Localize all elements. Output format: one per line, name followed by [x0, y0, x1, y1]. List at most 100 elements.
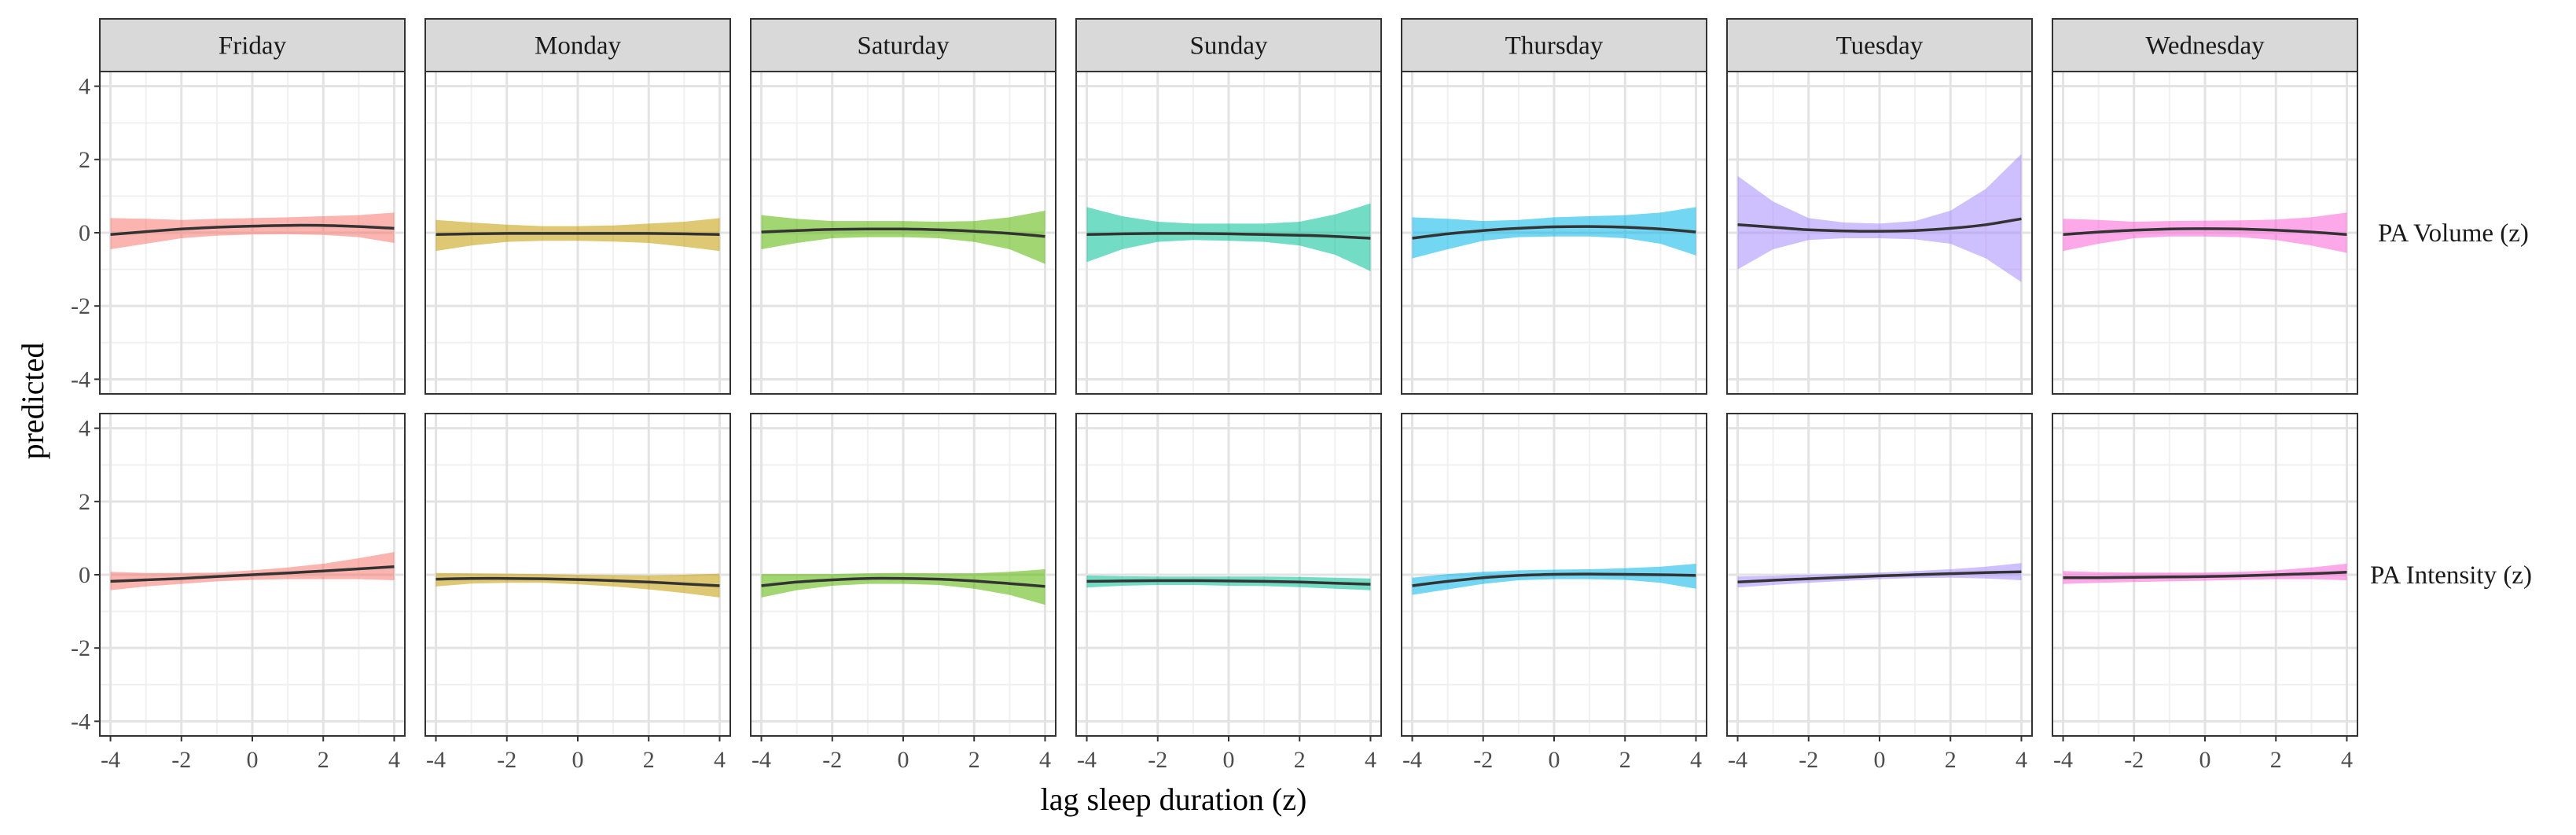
panel-monday-0 [424, 71, 731, 395]
x-tick-label: 0 [247, 747, 259, 773]
confidence-ribbon [761, 211, 1045, 264]
x-tick-label: 0 [572, 747, 584, 773]
x-tick-label: -4 [2053, 747, 2073, 773]
x-tick-label: -4 [426, 747, 446, 773]
x-tick-label: 4 [1365, 747, 1376, 773]
confidence-ribbon [1412, 207, 1696, 259]
y-tick-label: 0 [79, 220, 90, 246]
row-label-0: PA Volume (z) [2378, 219, 2529, 248]
y-tick-label: 2 [79, 489, 90, 515]
x-tick-label: 4 [1690, 747, 1702, 773]
x-tick-label: -2 [1799, 747, 1818, 773]
row-label-1: PA Intensity (z) [2370, 561, 2532, 590]
y-axis-title: predicted [15, 343, 50, 460]
x-tick-label: 2 [968, 747, 980, 773]
panel-sunday-0 [1075, 71, 1382, 395]
panel-saturday-0 [750, 71, 1056, 395]
confidence-ribbon [2063, 212, 2347, 253]
panel-border [1075, 71, 1382, 395]
x-tick-label: -4 [1077, 747, 1097, 773]
x-tick-label: 2 [2270, 747, 2282, 773]
x-tick-label: 0 [1223, 747, 1235, 773]
confidence-ribbon [110, 212, 395, 249]
confidence-ribbon [1086, 575, 1371, 590]
x-tick-label: -2 [2124, 747, 2144, 773]
strip-tuesday [1726, 18, 2033, 72]
strip-wednesday [2052, 18, 2358, 72]
fit-line [761, 227, 1045, 238]
x-tick-label: -2 [822, 747, 842, 773]
fit-line [1412, 572, 1696, 587]
x-tick-label: -2 [1473, 747, 1493, 773]
panels: Friday Monday Saturday Sunday Thursday Tuesda… [71, 18, 2532, 773]
confidence-ribbon [1737, 153, 2022, 282]
x-tick-label: -2 [171, 747, 191, 773]
fit-line [1737, 570, 2022, 584]
x-tick-label: -4 [101, 747, 120, 773]
panel-saturday-1 [750, 413, 1056, 737]
fit-line [1737, 217, 2022, 233]
x-tick-label: 0 [898, 747, 910, 773]
panel-tuesday-0 [1726, 71, 2033, 395]
strip-label-monday: Monday [535, 32, 621, 61]
x-tick-label: -4 [751, 747, 771, 773]
y-tick-label: 0 [79, 562, 90, 588]
confidence-ribbon [2063, 564, 2347, 584]
y-tick-label: 2 [79, 147, 90, 173]
x-tick-label: 2 [1294, 747, 1306, 773]
y-tick-label: 4 [79, 74, 90, 100]
x-tick-label: 4 [2016, 747, 2027, 773]
x-tick-label: 0 [2199, 747, 2211, 773]
panel-border [750, 71, 1056, 395]
x-tick-label: 0 [1549, 747, 1560, 773]
x-tick-label: 4 [388, 747, 400, 773]
strip-friday [99, 18, 406, 72]
strip-label-saturday: Saturday [857, 32, 950, 61]
panel-tuesday-1 [1726, 413, 2033, 737]
strip-monday [424, 18, 731, 72]
panel-thursday-0 [1401, 71, 1707, 395]
fit-line [2063, 227, 2347, 237]
panel-wednesday-1 [2052, 413, 2358, 737]
x-tick-label: -4 [1402, 747, 1422, 773]
y-tick-label: 4 [79, 416, 90, 442]
panel-sunday-1 [1075, 413, 1382, 737]
strip-label-thursday: Thursday [1505, 32, 1604, 61]
x-tick-label: 2 [643, 747, 655, 773]
fit-line [435, 576, 720, 587]
fit-line [1412, 225, 1696, 240]
strip-label-tuesday: Tuesday [1836, 32, 1924, 61]
fit-line [1086, 579, 1371, 586]
y-tick-label: -4 [71, 708, 90, 734]
y-tick-label: -4 [71, 366, 90, 392]
x-tick-label: 2 [318, 747, 329, 773]
x-tick-label: -2 [1148, 747, 1167, 773]
confidence-ribbon [1412, 564, 1696, 595]
panel-monday-1 [424, 413, 731, 737]
panel-friday-1 [99, 413, 406, 737]
fit-line [2063, 570, 2347, 579]
strip-label-wednesday: Wednesday [2145, 32, 2265, 61]
x-tick-label: 0 [1874, 747, 1886, 773]
x-tick-label: 2 [1945, 747, 1957, 773]
panel-friday-0 [99, 71, 406, 395]
y-tick-label: -2 [71, 635, 90, 661]
x-tick-label: -4 [1728, 747, 1747, 773]
x-tick-label: 4 [2341, 747, 2353, 773]
x-tick-label: 4 [1039, 747, 1051, 773]
panel-thursday-1 [1401, 413, 1707, 737]
confidence-ribbon [110, 552, 395, 590]
x-tick-label: -2 [497, 747, 516, 773]
panel-border [424, 71, 731, 395]
fit-line [110, 223, 395, 237]
panel-border [1401, 71, 1707, 395]
y-tick-label: -2 [71, 293, 90, 319]
confidence-ribbon [761, 569, 1045, 605]
panel-border [2052, 71, 2358, 395]
x-axis-title: lag sleep duration (z) [1041, 782, 1307, 817]
fit-line [1086, 232, 1371, 240]
strip-label-friday: Friday [219, 32, 287, 61]
panel-border [1726, 71, 2033, 395]
x-tick-label: 4 [714, 747, 726, 773]
